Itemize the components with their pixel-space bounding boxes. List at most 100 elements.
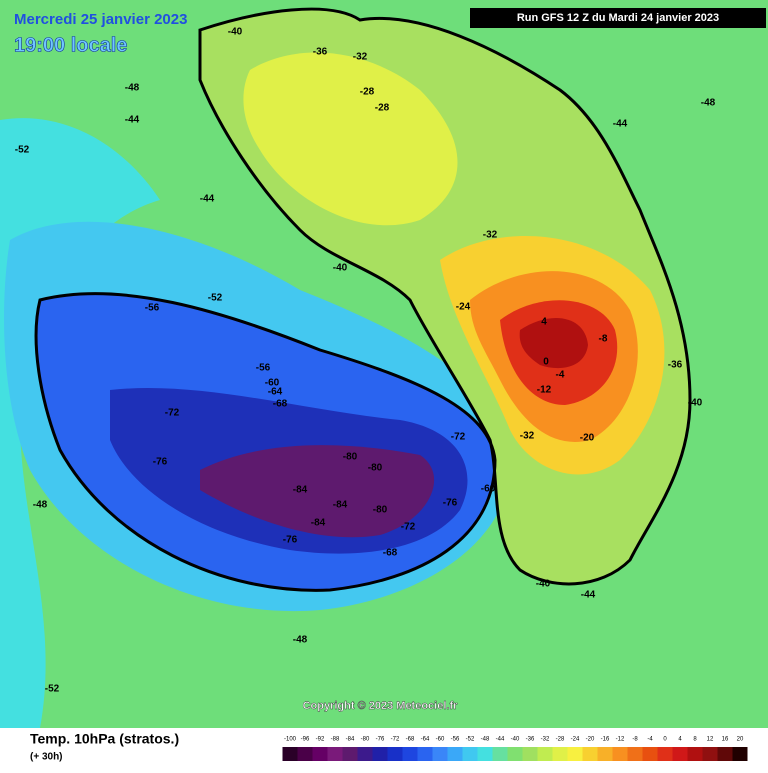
legend-swatch xyxy=(627,747,643,761)
warm-core xyxy=(519,318,588,369)
contour-label: -60 xyxy=(481,484,496,495)
legend-swatch xyxy=(537,747,553,761)
legend-swatch xyxy=(477,747,493,761)
legend-tick-label: -60 xyxy=(436,737,445,743)
legend-swatch xyxy=(492,747,508,761)
contour-label: -8 xyxy=(599,334,608,345)
contour-label: -84 xyxy=(333,500,348,511)
contour-label: -80 xyxy=(368,463,383,474)
contour-label: 0 xyxy=(543,357,549,368)
legend-tick-label: -56 xyxy=(451,737,460,743)
legend-tick-label: -96 xyxy=(301,737,310,743)
contour-label: -48 xyxy=(293,635,308,646)
legend-swatch xyxy=(687,747,703,761)
legend-swatch xyxy=(522,747,538,761)
cold-core xyxy=(200,445,435,538)
legend-tick-label: -52 xyxy=(466,737,475,743)
contour-label: -44 xyxy=(125,115,140,126)
legend-tick-label: -68 xyxy=(406,737,415,743)
contour-label: -32 xyxy=(520,431,535,442)
legend-tick-label: 12 xyxy=(707,737,714,743)
contour-label: -44 xyxy=(613,119,628,130)
contour-label: -32 xyxy=(353,52,368,63)
legend-swatch xyxy=(327,747,343,761)
legend-tick-label: -64 xyxy=(421,737,430,743)
footer-title: Temp. 10hPa (stratos.) xyxy=(30,731,179,747)
run-label: Run GFS 12 Z du Mardi 24 janvier 2023 xyxy=(517,12,719,24)
legend-tick-label: -36 xyxy=(526,737,535,743)
legend-tick-label: -48 xyxy=(481,737,490,743)
legend-swatch xyxy=(507,747,523,761)
legend-swatch xyxy=(417,747,433,761)
legend-swatch xyxy=(462,747,478,761)
contour-label: -76 xyxy=(283,535,298,546)
contour-label: -12 xyxy=(537,385,552,396)
legend-tick-label: 0 xyxy=(663,737,667,743)
legend-tick-label: -72 xyxy=(391,737,400,743)
contour-label: -28 xyxy=(360,87,375,98)
contour-label: -56 xyxy=(256,363,271,374)
legend-tick-label: -4 xyxy=(647,737,653,743)
contour-label: -80 xyxy=(373,505,388,516)
time-label: 19:00 locale xyxy=(14,34,127,56)
legend-tick-label: -20 xyxy=(586,737,595,743)
legend-tick-label: -84 xyxy=(346,737,355,743)
legend-swatch xyxy=(342,747,358,761)
contour-label: -40 xyxy=(333,263,348,274)
contour-label: -28 xyxy=(375,103,390,114)
contour-label: -56 xyxy=(145,303,160,314)
contour-label: -40 xyxy=(228,27,243,38)
copyright: Copyright © 2023 Meteociel.fr xyxy=(303,700,459,712)
contour-label: -52 xyxy=(15,145,30,156)
legend-swatch xyxy=(432,747,448,761)
legend-tick-label: -76 xyxy=(376,737,385,743)
legend-tick-label: -44 xyxy=(496,737,505,743)
contour-label: -24 xyxy=(456,302,471,313)
legend-tick-label: -100 xyxy=(284,737,297,743)
contour-label: -52 xyxy=(208,293,223,304)
contour-label: -84 xyxy=(311,518,326,529)
legend-swatch xyxy=(297,747,313,761)
contour-label: -72 xyxy=(165,408,180,419)
contour-label: -64 xyxy=(268,387,283,398)
footer-lead: (+ 30h) xyxy=(30,752,63,763)
contour-label: -48 xyxy=(125,83,140,94)
contour-label: -76 xyxy=(153,457,168,468)
legend-tick-label: -16 xyxy=(601,737,610,743)
legend-swatch xyxy=(447,747,463,761)
contour-label: -68 xyxy=(273,399,288,410)
contour-label: -76 xyxy=(443,498,458,509)
run-box xyxy=(470,8,766,28)
legend-swatch xyxy=(402,747,418,761)
legend-tick-label: -88 xyxy=(331,737,340,743)
warm-region xyxy=(243,52,458,226)
contour-label: -72 xyxy=(401,522,416,533)
legend-swatch xyxy=(732,747,748,761)
contour-label: -60 xyxy=(265,378,280,389)
legend-tick-label: -40 xyxy=(511,737,520,743)
contour-label: -40 xyxy=(688,398,703,409)
legend-tick-label: -8 xyxy=(632,737,638,743)
legend-tick-label: -12 xyxy=(616,737,625,743)
legend-tick-label: -80 xyxy=(361,737,370,743)
contour-label: -44 xyxy=(581,590,596,601)
contour-label: -40 xyxy=(536,579,551,590)
legend-swatch xyxy=(642,747,658,761)
contour-label: -68 xyxy=(383,548,398,559)
legend-tick-label: -32 xyxy=(541,737,550,743)
legend-swatch xyxy=(597,747,613,761)
legend-tick-label: 8 xyxy=(693,737,697,743)
contour-label: -84 xyxy=(293,485,308,496)
contour-label: -48 xyxy=(701,98,716,109)
contour-label: -44 xyxy=(200,194,215,205)
contour-label: -20 xyxy=(580,433,595,444)
contour-label: -48 xyxy=(33,500,48,511)
date-label: Mercredi 25 janvier 2023 xyxy=(14,11,187,28)
legend-tick-label: 16 xyxy=(722,737,729,743)
legend-swatch xyxy=(282,747,298,761)
legend-swatch xyxy=(672,747,688,761)
legend-tick-label: -28 xyxy=(556,737,565,743)
legend-swatch xyxy=(582,747,598,761)
contour-label: -4 xyxy=(556,370,565,381)
contour-label: -80 xyxy=(343,452,358,463)
